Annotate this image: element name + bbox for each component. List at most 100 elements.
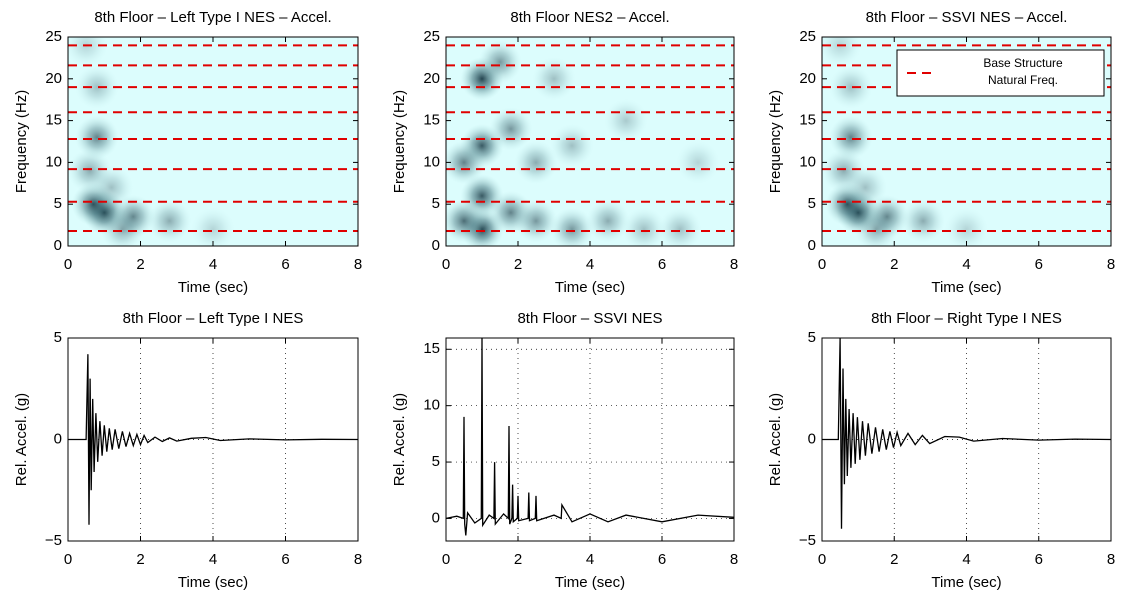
y-axis-label: Rel. Accel. (g) — [391, 393, 408, 486]
heatmap-blob — [75, 115, 119, 160]
x-tick-label: 4 — [586, 256, 594, 273]
x-tick-label: 2 — [890, 551, 898, 568]
signal-line — [822, 338, 1111, 529]
heatmap-blob — [622, 207, 666, 246]
y-tick-label: 15 — [45, 112, 62, 129]
legend-box — [896, 49, 1105, 97]
x-tick-label: 0 — [442, 256, 450, 273]
y-tick-label: 25 — [423, 28, 440, 45]
y-tick-label: 10 — [799, 153, 816, 170]
heatmap-blob — [446, 199, 486, 243]
x-tick-label: 8 — [1107, 551, 1115, 568]
heatmap-blob — [843, 165, 888, 210]
chart-title: 8th Floor – Right Type I NES — [871, 310, 1062, 327]
heatmap-blob — [100, 207, 145, 246]
x-tick-label: 0 — [818, 551, 826, 568]
y-tick-label: 5 — [432, 453, 440, 470]
y-tick-label: 15 — [423, 112, 440, 129]
y-tick-label: 0 — [808, 237, 816, 254]
x-tick-label: 6 — [281, 551, 289, 568]
y-tick-label: 0 — [808, 430, 816, 447]
heatmap-blob — [75, 65, 119, 109]
y-axis-label: Rel. Accel. (g) — [767, 393, 784, 486]
x-tick-label: 8 — [354, 256, 362, 273]
heatmap-blob — [191, 207, 235, 246]
y-tick-label: 25 — [45, 28, 62, 45]
x-tick-label: 8 — [1107, 256, 1115, 273]
plot-area — [446, 37, 734, 246]
y-tick-label: 5 — [54, 195, 62, 212]
y-tick-label: 20 — [423, 70, 440, 87]
x-tick-label: 0 — [818, 256, 826, 273]
heatmap-blob — [901, 199, 945, 243]
plot-area — [68, 37, 358, 246]
heatmap-blob — [514, 199, 558, 243]
heatmap-blob — [658, 207, 702, 246]
signal-line — [68, 354, 358, 525]
x-tick-label: 8 — [730, 256, 738, 273]
heatmap-blob — [829, 115, 873, 160]
y-tick-label: 10 — [423, 153, 440, 170]
heatmap-blob — [944, 207, 989, 246]
x-tick-label: 2 — [890, 256, 898, 273]
y-axis-label: Rel. Accel. (g) — [13, 393, 30, 486]
heatmap-blob — [550, 207, 594, 246]
chart-title: 8th Floor – SSVI NES — [517, 310, 662, 327]
heatmap-blob — [829, 65, 873, 109]
plot-area — [446, 338, 734, 536]
heatmap-blob — [854, 207, 898, 246]
x-tick-label: 2 — [136, 551, 144, 568]
y-axis-label: Frequency (Hz) — [391, 90, 408, 193]
plot-area — [68, 354, 358, 525]
heatmap-blob — [446, 140, 486, 185]
x-tick-label: 0 — [64, 551, 72, 568]
x-axis-label: Time (sec) — [555, 574, 625, 591]
x-tick-label: 6 — [658, 551, 666, 568]
x-tick-label: 4 — [586, 551, 594, 568]
heatmap-blob — [604, 98, 648, 143]
y-tick-label: 5 — [54, 329, 62, 346]
x-axis-label: Time (sec) — [931, 574, 1001, 591]
signal-line — [446, 338, 734, 536]
legend-label: Base Structure — [983, 56, 1063, 70]
x-tick-label: 6 — [1035, 256, 1043, 273]
y-tick-label: 5 — [808, 329, 816, 346]
x-tick-label: 2 — [514, 551, 522, 568]
x-tick-label: 6 — [281, 256, 289, 273]
x-tick-label: 4 — [962, 256, 970, 273]
x-tick-label: 8 — [730, 551, 738, 568]
y-tick-label: 15 — [799, 112, 816, 129]
x-axis-label: Time (sec) — [178, 279, 248, 296]
y-tick-label: −5 — [799, 532, 816, 549]
x-axis-label: Time (sec) — [555, 279, 625, 296]
heatmap-blob — [550, 123, 594, 168]
y-tick-label: 25 — [799, 28, 816, 45]
y-tick-label: 20 — [45, 70, 62, 87]
chart-title: 8th Floor NES2 – Accel. — [510, 9, 669, 26]
x-tick-label: 4 — [962, 551, 970, 568]
y-tick-label: 0 — [54, 430, 62, 447]
chart-title: 8th Floor – Left Type I NES – Accel. — [94, 9, 331, 26]
y-tick-label: 15 — [423, 340, 440, 357]
plot-area — [822, 338, 1111, 529]
y-axis-label: Frequency (Hz) — [13, 90, 30, 193]
x-axis-label: Time (sec) — [931, 279, 1001, 296]
y-tick-label: −5 — [45, 532, 62, 549]
chart-title: 8th Floor – Left Type I NES — [123, 310, 304, 327]
y-tick-label: 0 — [54, 237, 62, 254]
heatmap-blob — [478, 40, 522, 84]
y-tick-label: 5 — [432, 195, 440, 212]
y-tick-label: 5 — [808, 195, 816, 212]
x-tick-label: 0 — [64, 256, 72, 273]
heatmap-blob — [68, 37, 108, 68]
chart-title: 8th Floor – SSVI NES – Accel. — [866, 9, 1068, 26]
heatmap-blob — [514, 140, 558, 185]
x-tick-label: 4 — [209, 551, 217, 568]
x-tick-label: 0 — [442, 551, 450, 568]
y-tick-label: 0 — [432, 509, 440, 526]
x-tick-label: 2 — [514, 256, 522, 273]
y-tick-label: 10 — [45, 153, 62, 170]
x-tick-label: 2 — [136, 256, 144, 273]
legend-label: Natural Freq. — [988, 73, 1058, 87]
